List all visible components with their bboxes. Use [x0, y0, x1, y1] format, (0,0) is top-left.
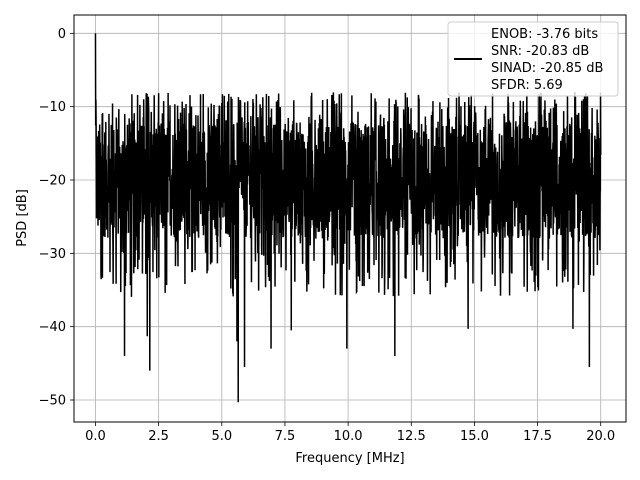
legend-line-3: SINAD: -20.85 dB — [491, 61, 603, 76]
x-tick-label: 20.0 — [586, 429, 615, 444]
y-tick-label: −30 — [39, 247, 66, 262]
x-tick-label: 12.5 — [397, 429, 426, 444]
y-tick-label: −40 — [39, 320, 66, 335]
legend-line-4: SFDR: 5.69 — [491, 78, 563, 93]
x-tick-label: 7.5 — [275, 429, 296, 444]
y-tick-label: −10 — [39, 100, 66, 115]
x-tick-label: 0.0 — [85, 429, 106, 444]
x-tick-label: 2.5 — [148, 429, 169, 444]
legend-line-1: ENOB: -3.76 bits — [491, 27, 598, 42]
legend-line-2: SNR: -20.83 dB — [491, 44, 589, 59]
ticks: 0.0 2.5 5.0 7.5 10.0 12.5 15.0 17.5 20.0 0 −10 −20 −… — [39, 27, 616, 444]
legend-box — [447, 21, 619, 97]
x-tick-label: 5.0 — [211, 429, 232, 444]
legend: ENOB: -3.76 bits SNR: -20.83 dB SINAD: -… — [447, 21, 619, 97]
psd-series-line — [94, 33, 602, 403]
y-tick-label: −50 — [39, 394, 66, 409]
data-layer — [94, 33, 602, 403]
y-tick-label: −20 — [39, 174, 66, 189]
plot-frame — [73, 14, 627, 423]
x-tick-label: 17.5 — [523, 429, 552, 444]
y-axis-label: PSD [dB] — [15, 189, 30, 247]
y-tick-label: 0 — [58, 27, 66, 42]
x-tick-label: 10.0 — [334, 429, 363, 444]
x-axis-label: Frequency [MHz] — [295, 451, 404, 466]
x-tick-label: 15.0 — [460, 429, 489, 444]
